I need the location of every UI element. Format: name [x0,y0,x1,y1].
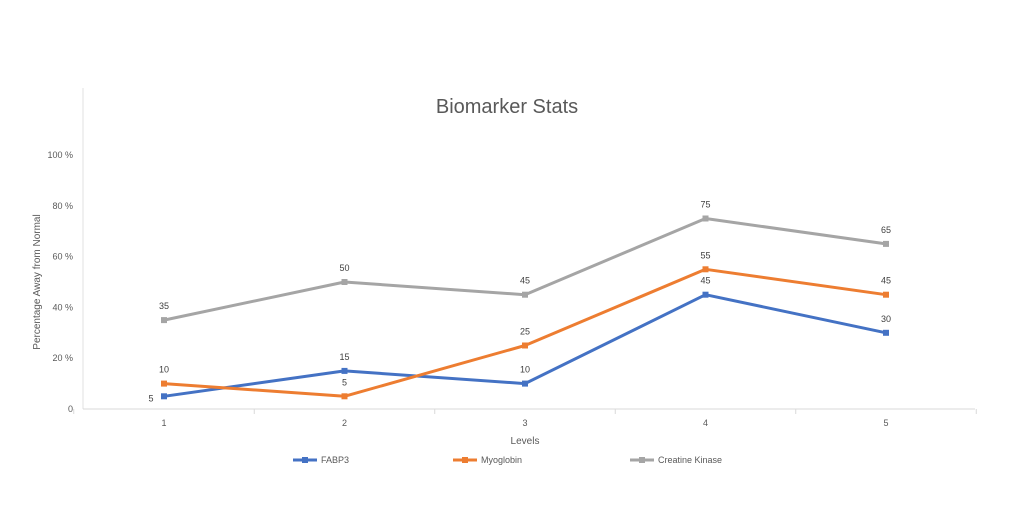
legend-item: FABP3 [293,455,349,465]
data-label: 10 [159,365,169,375]
data-label: 65 [881,225,891,235]
data-point-marker [341,279,348,285]
legend-label: Creatine Kinase [658,455,722,465]
data-label: 5 [342,377,347,387]
legend-marker [462,457,468,463]
data-label: 75 [700,200,710,210]
data-label: 30 [881,314,891,324]
data-point-marker [341,393,348,400]
legend-label: FABP3 [321,455,349,465]
y-tick-label: 60 % [52,252,73,262]
data-point-marker [702,215,709,222]
data-label: 45 [700,276,710,286]
x-tick-label: 2 [342,418,347,428]
data-label: 55 [700,250,710,260]
data-label: 5 [148,393,153,403]
chart-title: Biomarker Stats [436,96,578,118]
legend: FABP3 Myoglobin Creatine Kinase [293,455,722,465]
data-point-marker [161,393,167,400]
data-point-marker [702,266,709,273]
series-layer: 5 15 10 45 30 10 5 25 55 45 35 50 45 75 65 [148,200,891,404]
data-label: 50 [339,263,349,273]
legend-item: Creatine Kinase [630,455,722,465]
series-creatine-kinase: 35 50 45 75 65 [159,200,891,324]
data-label: 25 [520,327,530,337]
y-tick-label: 20 % [52,353,73,363]
x-tick-label: 3 [522,418,527,428]
legend-label: Myoglobin [481,455,522,465]
data-point-marker [522,291,528,298]
data-point-marker [883,240,889,247]
data-point-marker [883,329,889,336]
data-point-marker [702,291,709,298]
data-point-marker [341,367,348,374]
data-label: 35 [159,301,169,311]
data-point-marker [161,317,167,324]
x-tick-label: 1 [161,418,166,428]
y-axis-title: Percentage Away from Normal [32,214,43,349]
legend-item: Myoglobin [453,455,522,465]
data-label: 45 [881,276,891,286]
data-point-marker [161,380,167,387]
legend-marker [639,457,645,463]
data-point-marker [522,342,528,349]
y-tick-label: 40 % [52,302,73,312]
series-fabp3: 5 15 10 45 30 [148,276,891,404]
x-tick-label: 4 [703,418,708,428]
x-tick-label: 5 [883,418,888,428]
y-tick-label: 0 [68,404,73,414]
data-label: 15 [339,352,349,362]
data-label: 45 [520,276,530,286]
y-tick-label: 80 % [52,201,73,211]
legend-marker [302,457,308,463]
data-point-marker [522,380,528,387]
y-tick-label: 100 % [47,150,73,160]
x-axis-title: Levels [511,436,540,447]
data-point-marker [883,291,889,298]
series-myoglobin: 10 5 25 55 45 [159,250,891,400]
data-label: 10 [520,365,530,375]
